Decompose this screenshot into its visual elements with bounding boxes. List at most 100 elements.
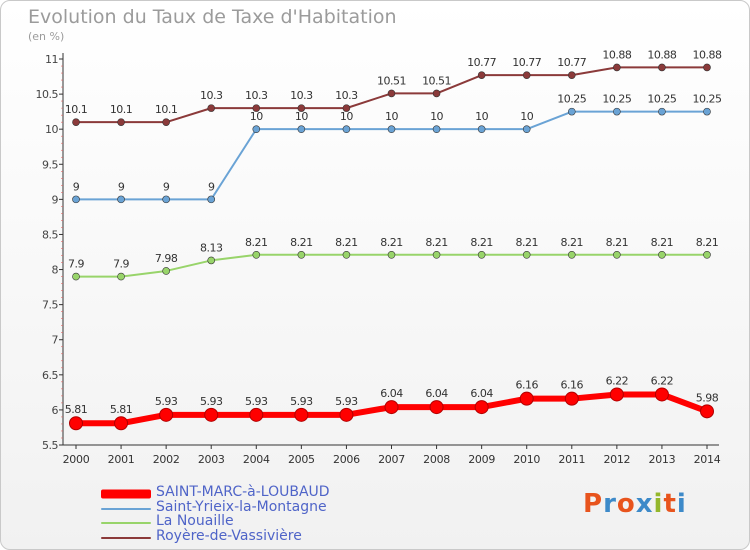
y-tick-label: 7 xyxy=(52,334,59,347)
legend-label: Royère-de-Vassivière xyxy=(156,527,302,544)
data-point xyxy=(297,251,306,259)
legend-swatch xyxy=(101,522,151,525)
data-point xyxy=(658,63,666,72)
data-label: 8.21 xyxy=(606,236,629,249)
x-tick-label: 2014 xyxy=(694,453,721,466)
data-label: 6.16 xyxy=(561,379,584,392)
x-tick-label: 2005 xyxy=(288,453,315,466)
legend-swatch xyxy=(101,507,151,510)
data-label: 8.21 xyxy=(380,236,403,249)
x-tick-label: 2006 xyxy=(333,453,360,466)
series-line xyxy=(76,110,707,201)
data-point xyxy=(114,416,129,431)
data-label: 10.3 xyxy=(245,89,268,102)
data-point xyxy=(522,71,531,79)
data-label: 5.81 xyxy=(110,403,133,416)
data-label: 8.21 xyxy=(245,236,268,249)
data-label: 9 xyxy=(118,180,125,193)
data-label: 10.1 xyxy=(155,103,178,116)
x-tick-label: 2001 xyxy=(108,453,135,466)
data-label: 5.93 xyxy=(335,395,358,408)
data-point xyxy=(339,407,354,422)
data-point xyxy=(207,104,216,112)
x-tick-label: 2000 xyxy=(63,453,90,466)
chart-title: Evolution du Taux de Taxe d'Habitation xyxy=(28,6,397,28)
data-label: 5.93 xyxy=(290,395,313,408)
data-point xyxy=(613,251,621,259)
data-point xyxy=(117,272,125,281)
y-tick-label: 10.5 xyxy=(36,88,59,101)
y-tick-label: 8 xyxy=(52,264,59,277)
data-point xyxy=(387,125,396,133)
data-point xyxy=(387,251,396,259)
x-tick-label: 2007 xyxy=(378,453,405,466)
data-label: 8.21 xyxy=(425,236,448,249)
data-point xyxy=(342,251,351,259)
data-label: 10.77 xyxy=(512,56,541,69)
legend-label: SAINT-MARC-à-LOUBAUD xyxy=(156,484,330,500)
data-label: 10 xyxy=(385,110,398,123)
data-label: 5.81 xyxy=(65,403,88,416)
logo-letter: o xyxy=(616,489,636,519)
data-label: 10.88 xyxy=(693,48,722,61)
data-point xyxy=(477,125,486,133)
data-label: 6.04 xyxy=(425,387,448,400)
x-tick-label: 2009 xyxy=(468,453,495,466)
data-label: 10.51 xyxy=(422,74,451,87)
data-point xyxy=(252,104,261,112)
data-label: 8.21 xyxy=(651,236,674,249)
data-point xyxy=(522,125,531,133)
data-point xyxy=(700,404,714,419)
data-point xyxy=(69,416,83,431)
proxiti-logo: Proxiti xyxy=(583,489,687,519)
x-tick-label: 2010 xyxy=(513,453,540,466)
data-label: 10 xyxy=(430,110,443,123)
data-point xyxy=(477,71,486,79)
data-label: 8.21 xyxy=(696,236,719,249)
data-label: 5.98 xyxy=(696,391,719,404)
y-tick-label: 9.5 xyxy=(42,158,58,171)
data-point xyxy=(522,251,531,259)
data-point xyxy=(613,63,621,72)
data-point xyxy=(297,104,306,112)
data-label: 7.9 xyxy=(68,258,84,271)
data-point xyxy=(432,89,441,98)
data-point xyxy=(162,195,170,204)
data-label: 10.25 xyxy=(647,93,676,106)
y-tick-label: 7.5 xyxy=(42,299,58,312)
data-label: 5.93 xyxy=(245,395,268,408)
data-point xyxy=(204,407,219,422)
data-label: 10.3 xyxy=(200,89,223,102)
y-tick-label: 6 xyxy=(52,404,59,417)
data-point xyxy=(703,107,711,116)
data-label: 10 xyxy=(340,110,353,123)
data-point xyxy=(249,407,264,422)
data-point xyxy=(474,400,489,415)
data-label: 9 xyxy=(208,180,215,193)
data-label: 10.77 xyxy=(557,56,586,69)
data-point xyxy=(567,71,576,79)
logo-letter: i xyxy=(653,489,664,519)
data-point xyxy=(117,118,125,126)
data-point xyxy=(159,407,174,422)
legend-swatch xyxy=(101,489,151,499)
data-label: 10.1 xyxy=(110,103,133,116)
data-label: 6.22 xyxy=(651,374,674,387)
data-point xyxy=(297,125,306,133)
data-label: 10 xyxy=(250,110,263,123)
logo-letter: t xyxy=(663,489,677,519)
data-label: 10 xyxy=(295,110,308,123)
data-point xyxy=(477,251,486,259)
data-point xyxy=(117,195,125,204)
data-point xyxy=(72,272,80,281)
data-point xyxy=(658,251,666,259)
data-label: 10 xyxy=(475,110,488,123)
data-point xyxy=(613,107,621,116)
data-label: 8.21 xyxy=(561,236,584,249)
data-label: 9 xyxy=(163,180,170,193)
data-label: 10.88 xyxy=(647,48,676,61)
legend-swatch xyxy=(101,536,151,539)
data-label: 6.16 xyxy=(515,379,538,392)
data-label: 10 xyxy=(520,110,533,123)
